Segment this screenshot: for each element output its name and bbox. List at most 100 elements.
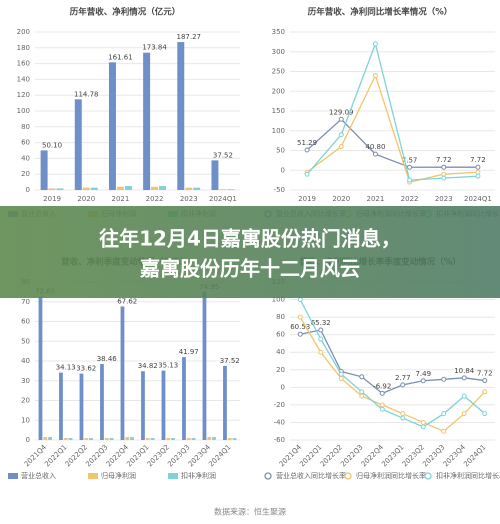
legend-swatch: [168, 473, 178, 479]
legend-label: 扣非净利润同比增长率: [436, 471, 500, 480]
y-tick-label: 60: [21, 318, 30, 326]
x-tick-label: 2024Q1: [464, 195, 492, 203]
data-label: 33.62: [76, 365, 96, 373]
x-tick-label: 2024Q1: [209, 195, 237, 203]
legend-swatch: [264, 472, 272, 480]
data-label: 34.13: [56, 364, 76, 372]
y-tick-label: -40: [274, 418, 285, 426]
y-tick-label: 200: [17, 28, 30, 36]
bar: [186, 438, 191, 440]
point: [400, 382, 406, 388]
line: [299, 299, 486, 428]
data-label: 7.72: [477, 370, 493, 378]
y-tick-label: 20: [21, 397, 30, 405]
data-label: 37.52: [213, 151, 233, 159]
y-tick-label: 20: [21, 170, 30, 178]
y-tick-label: 70: [21, 298, 30, 306]
data-label: 65.32: [311, 319, 331, 327]
line: [306, 118, 478, 168]
data-label: 50.10: [42, 141, 62, 149]
point: [475, 173, 481, 179]
legend-label: 营业总收入同比增长率: [276, 471, 346, 480]
y-tick-label: 0: [281, 166, 285, 174]
bar: [84, 438, 89, 440]
data-label: 41.97: [179, 348, 199, 356]
line: [306, 41, 478, 181]
data-label: 114.78: [74, 90, 99, 98]
banner: [0, 206, 500, 298]
point: [407, 177, 413, 183]
data-label: 35.13: [158, 362, 178, 370]
bar: [141, 371, 145, 440]
bar: [185, 187, 193, 190]
bar: [219, 189, 227, 190]
bar: [90, 187, 98, 190]
y-tick-label: 180: [17, 44, 30, 52]
bar: [38, 296, 43, 440]
bar: [48, 437, 52, 440]
y-tick-label: 40: [21, 357, 30, 365]
y-tick-label: 0: [26, 186, 30, 194]
point: [441, 164, 447, 170]
data-label: 51.29: [297, 139, 317, 147]
bar: [74, 99, 82, 190]
point: [372, 151, 378, 157]
point: [441, 428, 447, 434]
chart-title: 历年营收、净利情况（亿元）: [70, 7, 181, 18]
line: [299, 316, 486, 432]
legend-label: 归母净利润同比增长率: [356, 471, 426, 480]
point: [475, 169, 481, 175]
point: [338, 144, 344, 150]
data-label: 7.49: [415, 370, 431, 378]
x-tick-label: 2022: [146, 195, 164, 203]
bar: [59, 372, 63, 440]
y-tick-label: 120: [17, 91, 30, 99]
point: [420, 419, 426, 425]
x-tick-label: 2019: [43, 195, 61, 203]
data-label: 7.72: [436, 156, 452, 164]
bar: [227, 438, 232, 440]
bar: [116, 186, 124, 190]
y-tick-label: 20: [276, 366, 285, 374]
bar: [182, 357, 186, 440]
y-tick-label: 250: [272, 68, 285, 76]
x-tick-label: 2020: [332, 195, 350, 203]
point: [475, 164, 481, 170]
y-tick-label: 350: [272, 28, 285, 36]
point: [379, 406, 385, 412]
y-tick-label: 60: [276, 331, 285, 339]
bar: [104, 438, 109, 440]
x-tick-label: 2019: [298, 195, 316, 203]
bar: [211, 160, 219, 190]
data-label: 40.80: [365, 143, 385, 151]
x-tick-label: 2020: [77, 195, 95, 203]
headline: 往年12月4日嘉寓股份热门消息，: [99, 227, 401, 251]
x-tick-label: 2024Q1: [462, 443, 487, 468]
point: [338, 116, 344, 122]
y-tick-label: -60: [274, 436, 285, 444]
point: [420, 424, 426, 430]
point: [338, 132, 344, 138]
bar: [79, 373, 84, 440]
bar: [202, 291, 207, 440]
point: [304, 171, 310, 177]
point: [461, 393, 467, 399]
data-label: 10.84: [454, 367, 475, 375]
y-tick-label: 40: [276, 348, 285, 356]
legend-label: 归母净利润: [101, 471, 136, 480]
bar: [48, 188, 56, 190]
data-label: 67.62: [117, 297, 137, 305]
bar: [125, 437, 130, 440]
x-tick-label: 2022: [401, 195, 419, 203]
y-tick-label: 10: [21, 416, 30, 424]
bar: [56, 188, 64, 190]
line: [300, 329, 485, 395]
bar: [130, 437, 134, 440]
bar: [120, 306, 125, 440]
bar: [166, 438, 171, 440]
point: [372, 72, 378, 78]
y-tick-label: 200: [272, 87, 285, 95]
data-label: 37.52: [220, 357, 240, 365]
point: [461, 411, 467, 417]
point: [482, 389, 488, 395]
